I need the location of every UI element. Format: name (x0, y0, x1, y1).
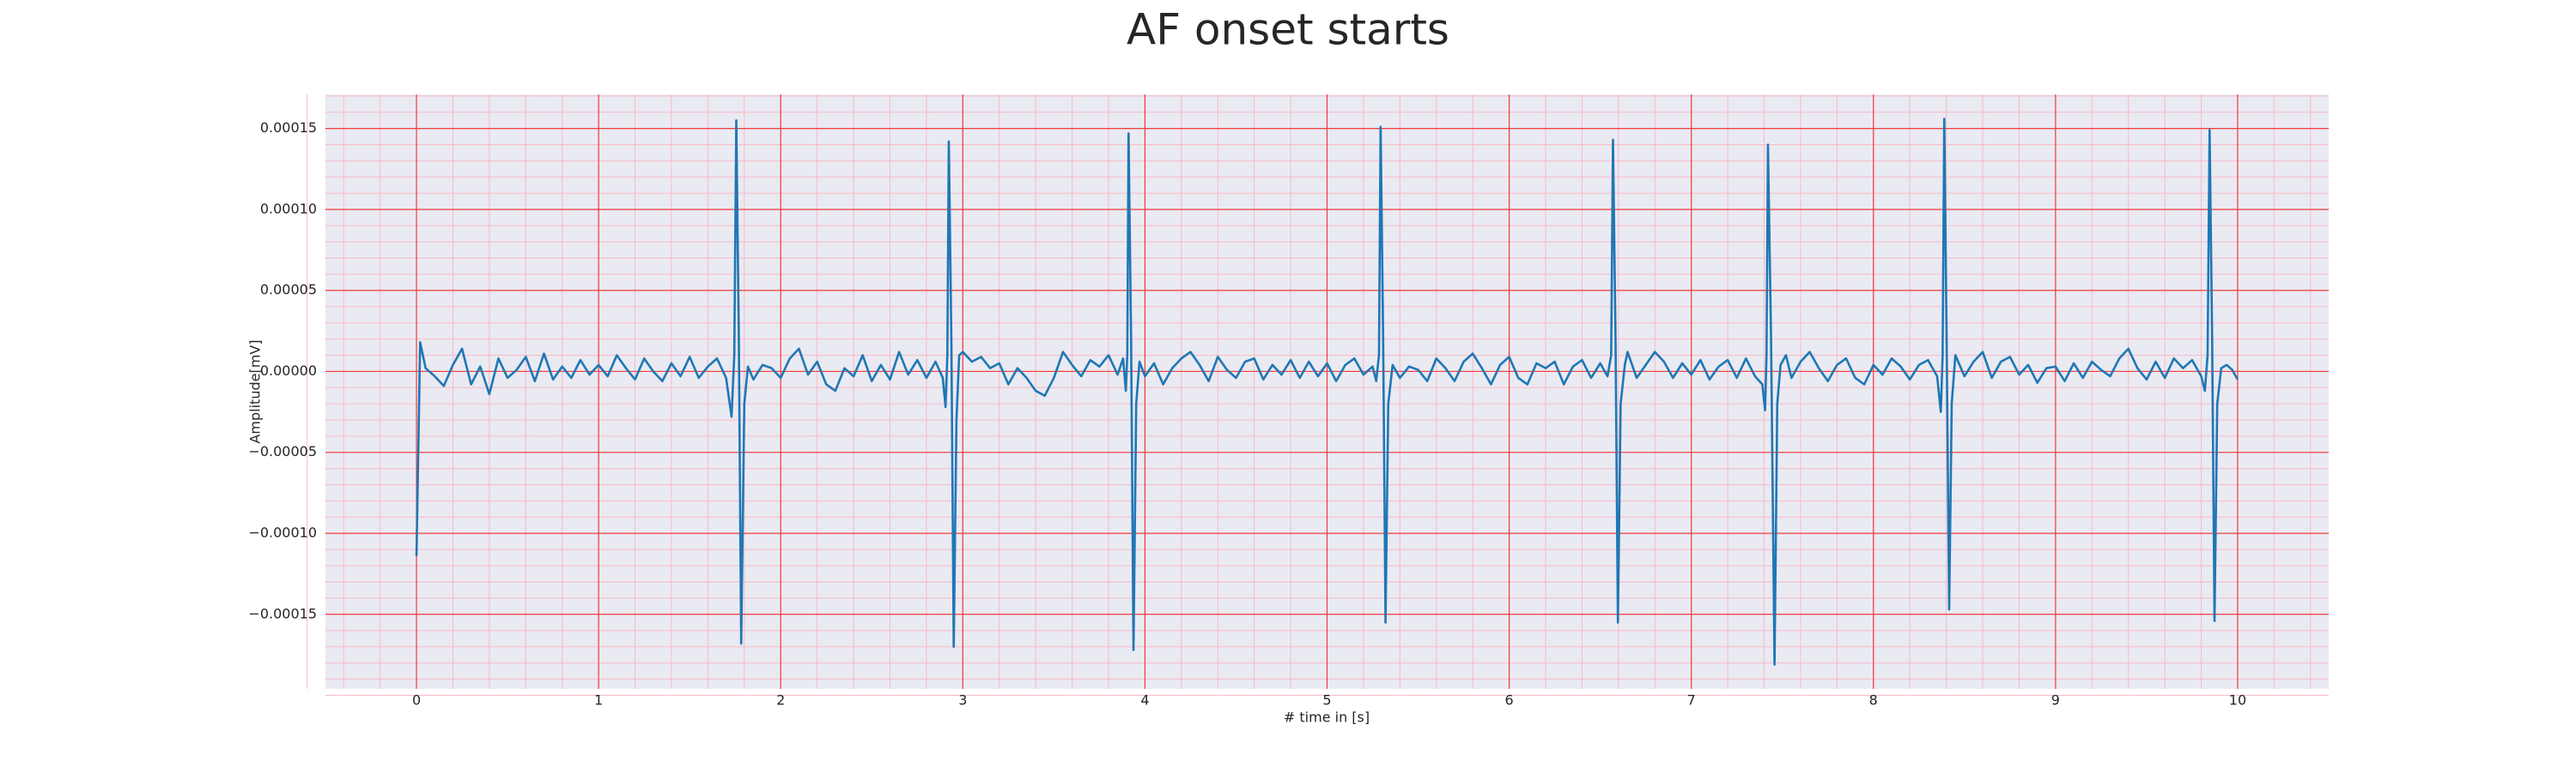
x-axis-label: # time in [s] (1284, 709, 1370, 726)
y-tick-label: 0.00015 (260, 119, 317, 136)
x-tick-label: 3 (958, 692, 967, 709)
x-tick-label: 9 (2051, 692, 2060, 709)
x-tick-label: 7 (1687, 692, 1696, 709)
y-tick-label: −0.00005 (248, 443, 317, 460)
x-tick-label: 8 (1869, 692, 1878, 709)
x-tick-label: 0 (412, 692, 421, 709)
y-tick-label: 0.00005 (260, 282, 317, 298)
marks (415, 117, 2239, 666)
x-tick-label: 5 (1322, 692, 1331, 709)
chart-title: AF onset starts (1127, 5, 1449, 55)
y-tick-label: 0.00010 (260, 200, 317, 216)
x-tick-label: 4 (1140, 692, 1149, 709)
x-tick-label: 6 (1504, 692, 1513, 709)
x-tick-label: 2 (776, 692, 785, 709)
y-tick-label: −0.00010 (248, 524, 317, 540)
x-tick-label: 10 (2229, 692, 2246, 709)
ecg-line (415, 117, 2239, 666)
y-axis-label: Amplitude[mV] (247, 339, 264, 443)
y-tick-label: −0.00015 (248, 606, 317, 622)
grid (307, 94, 2329, 697)
y-tick-label: 0.00000 (260, 362, 317, 379)
x-tick-label: 1 (594, 692, 603, 709)
labels: 0 1 2 3 4 5 6 7 8 9 10 −0.00015 −0.00010 −0.00005 0.00… (248, 119, 2246, 708)
